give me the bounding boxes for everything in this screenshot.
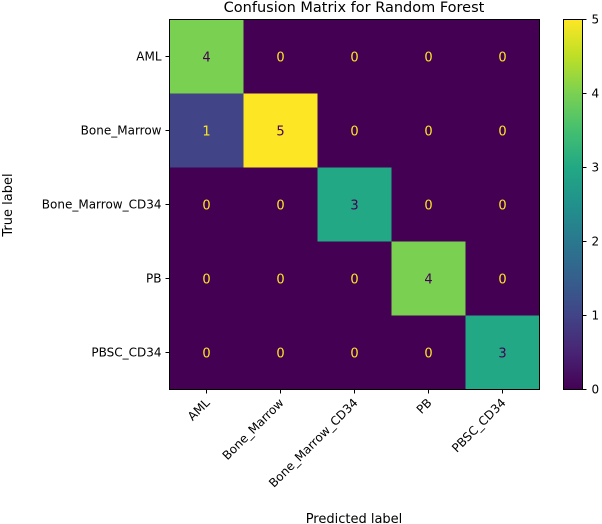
colorbar-tick-label: 4 (592, 87, 600, 101)
heatmap-cell (391, 315, 466, 390)
heatmap-cell (391, 241, 466, 316)
heatmap-cell (169, 241, 244, 316)
heatmap-cell (391, 93, 466, 168)
cell-value: 5 (276, 125, 284, 140)
x-axis-label: Predicted label (306, 512, 403, 524)
heatmap-cell (243, 241, 318, 316)
heatmap-cell (465, 93, 540, 168)
colorbar-gradient (563, 19, 583, 390)
cell-value: 0 (350, 273, 358, 288)
cell-value: 4 (202, 51, 210, 66)
heatmap-cell (243, 93, 318, 168)
cell-value: 0 (498, 51, 506, 66)
heatmap-cell (169, 19, 244, 94)
heatmap-cell (169, 167, 244, 242)
cell-value: 3 (498, 347, 506, 362)
heatmap-cell (465, 315, 540, 390)
y-axis-label: True label (1, 173, 16, 237)
cell-value: 1 (202, 125, 210, 140)
cell-annotations: 4 0 0 0 0 1 5 0 0 0 0 0 3 0 0 0 0 0 4 0 0 0 0 0 3 (202, 51, 506, 362)
heatmap-cell (317, 19, 392, 94)
heatmap-cells (169, 19, 540, 390)
cell-value: 3 (350, 199, 358, 214)
y-tick-label: AML (136, 50, 162, 64)
x-tick-label: PBSC_CD34 (449, 396, 509, 456)
heatmap-cell (465, 241, 540, 316)
cell-value: 0 (350, 125, 358, 140)
colorbar-tick-label: 1 (592, 309, 600, 323)
cell-value: 0 (276, 273, 284, 288)
y-axis-ticks: AML Bone_Marrow Bone_Marrow_CD34 PB PBSC_CD3… (42, 50, 170, 360)
x-tick-label: Bone_Marrow (220, 396, 287, 463)
y-tick-label: PB (146, 272, 161, 286)
cell-value: 0 (498, 199, 506, 214)
chart-title: Confusion Matrix for Random Forest (224, 0, 485, 16)
x-tick-label: PB (414, 396, 435, 417)
cell-value: 0 (350, 51, 358, 66)
heatmap-cell (243, 167, 318, 242)
heatmap-cell (169, 315, 244, 390)
x-tick-label: AML (185, 396, 213, 424)
heatmap-cell (391, 167, 466, 242)
colorbar-tick-label: 5 (592, 13, 600, 27)
heatmap-cell (317, 93, 392, 168)
cell-value: 0 (276, 347, 284, 362)
heatmap-cell (169, 93, 244, 168)
heatmap-cell (243, 315, 318, 390)
heatmap-cell (391, 19, 466, 94)
colorbar-ticks: 0 1 2 3 4 5 (582, 13, 600, 397)
cell-value: 0 (276, 199, 284, 214)
colorbar-tick-label: 2 (592, 235, 600, 249)
heatmap-cell (465, 167, 540, 242)
cell-value: 0 (424, 347, 432, 362)
cell-value: 0 (424, 51, 432, 66)
cell-value: 0 (424, 125, 432, 140)
cell-value: 0 (202, 273, 210, 288)
cell-value: 0 (202, 199, 210, 214)
heatmap-cell (317, 315, 392, 390)
y-tick-label: Bone_Marrow_CD34 (42, 198, 162, 212)
y-tick-label: Bone_Marrow (81, 124, 162, 138)
heatmap-cell (465, 19, 540, 94)
y-tick-label: PBSC_CD34 (91, 346, 161, 360)
heatmap-cell (317, 241, 392, 316)
cell-value: 0 (276, 51, 284, 66)
colorbar-tick-label: 0 (592, 383, 600, 397)
colorbar-tick-label: 3 (592, 161, 600, 175)
cell-value: 0 (498, 273, 506, 288)
cell-value: 0 (202, 347, 210, 362)
colorbar: 0 1 2 3 4 5 (563, 13, 600, 397)
cell-value: 0 (424, 199, 432, 214)
heatmap-cell (243, 19, 318, 94)
heatmap-cell (317, 167, 392, 242)
cell-value: 0 (350, 347, 358, 362)
cell-value: 0 (498, 125, 506, 140)
cell-value: 4 (424, 273, 432, 288)
